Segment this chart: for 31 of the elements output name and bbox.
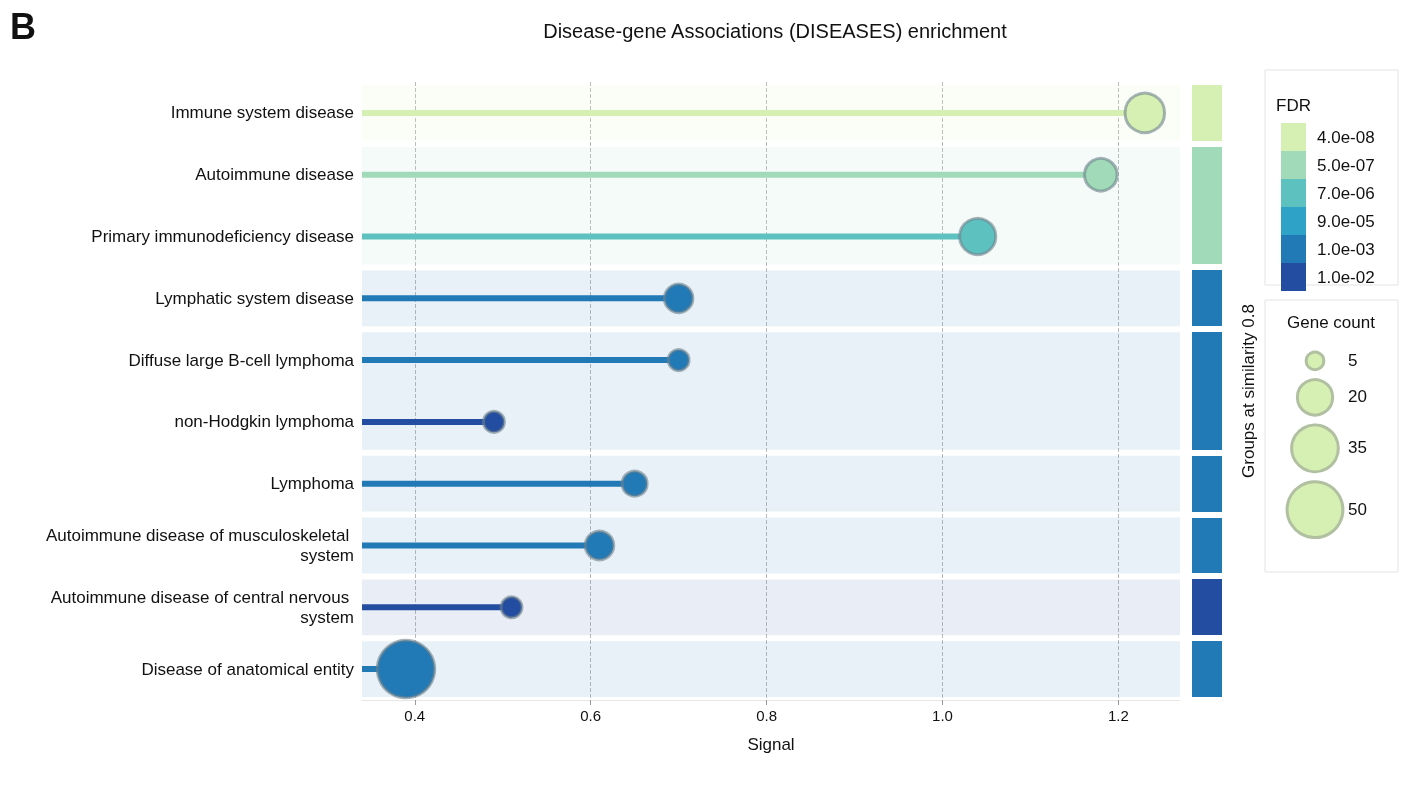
x-tick-label: 1.2 [1108, 707, 1129, 724]
text: Gene count [1287, 313, 1376, 332]
legend-label: 20 [1348, 387, 1367, 407]
chart-title: Disease-gene Associations (DISEASES) enrichment [543, 20, 1008, 42]
x-axis-title: Signal [747, 735, 795, 754]
legend-label: 4.0e-08 [1317, 127, 1375, 147]
legend-label: 7.0e-06 [1317, 183, 1375, 203]
legend-title: FDR [1276, 96, 1311, 115]
y2-axis-title: Groups at similarity 0.8 [1239, 304, 1258, 478]
y-tick-label: Primary immunodeficiency disease [91, 227, 354, 246]
y-tick-label: Lymphoma [270, 474, 355, 494]
text: B [10, 5, 36, 47]
legend-label: 5.0e-07 [1317, 155, 1375, 175]
x-tick-label: 1.0 [932, 707, 953, 724]
legend-label: 35 [1348, 438, 1367, 458]
y-tick-label: Lymphatic system disease [155, 288, 354, 308]
y-tick-label: Autoimmune disease of musculoskeletal system [45, 526, 354, 565]
x-tick-label: 0.6 [580, 707, 602, 724]
legend-label: 50 [1348, 499, 1367, 519]
y-tick-label: Disease of anatomical entity [141, 659, 355, 679]
legend-label: 5 [1348, 350, 1358, 370]
legend-label: 1.0e-03 [1317, 239, 1375, 259]
y-tick-label: Immune system disease [170, 103, 354, 123]
y-tick-label: Autoimmune disease of central nervous system [50, 587, 354, 627]
y-tick-label: Diffuse large B-cell lymphoma [128, 350, 355, 370]
legend-label: 1.0e-02 [1317, 267, 1375, 287]
x-tick-label: 0.4 [404, 707, 426, 724]
y-tick-label: Autoimmune disease [195, 165, 354, 185]
y-tick-label: non-Hodgkin lymphoma [174, 412, 355, 432]
x-tick-label: 0.8 [756, 707, 778, 724]
legend-label: 9.0e-05 [1317, 211, 1375, 231]
